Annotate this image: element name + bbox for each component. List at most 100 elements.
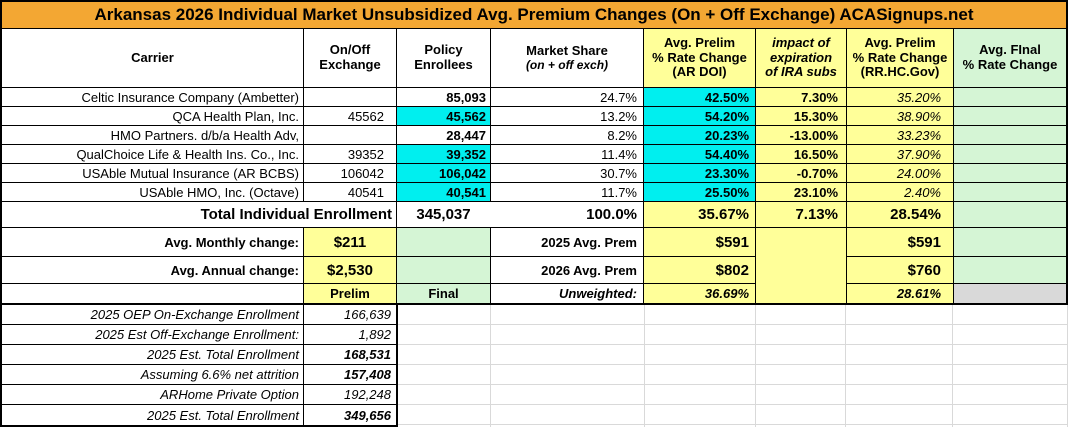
impact-cell[interactable]: -13.00% — [756, 126, 846, 144]
annual-final-blank[interactable] — [397, 257, 490, 283]
onoff-cell[interactable]: 40541 — [304, 183, 396, 201]
footnote-label[interactable]: 2025 OEP On-Exchange Enrollment — [2, 305, 304, 324]
blank-cell[interactable] — [2, 284, 303, 303]
impact-cell[interactable]: 15.30% — [756, 107, 846, 125]
final-cell[interactable] — [954, 126, 1066, 144]
rrhc-cell[interactable]: 2.40% — [847, 183, 953, 201]
carrier-cell[interactable]: USAble Mutual Insurance (AR BCBS) — [2, 164, 303, 182]
enrollees-cell[interactable]: 39,352 — [397, 145, 490, 163]
monthly-final-blank[interactable] — [397, 228, 490, 256]
rrhc-cell[interactable]: 38.90% — [847, 107, 953, 125]
ardoi-cell[interactable]: 54.40% — [644, 145, 755, 163]
footnote-value[interactable]: 166,639 — [344, 307, 391, 322]
footnote-label[interactable]: 2025 Est. Total Enrollment — [2, 405, 304, 425]
total-ardoi[interactable]: 35.67% — [644, 202, 755, 227]
share-cell[interactable]: 30.7% — [491, 164, 643, 182]
footnote-label[interactable]: ARHome Private Option — [2, 385, 304, 404]
final-cell[interactable] — [954, 107, 1066, 125]
header-carrier[interactable]: Carrier — [2, 29, 303, 87]
footnote-label[interactable]: 2025 Est Off-Exchange Enrollment: — [2, 325, 304, 344]
ardoi-cell[interactable]: 20.23% — [644, 126, 755, 144]
final-cell[interactable] — [954, 183, 1066, 201]
share-cell[interactable]: 11.7% — [491, 183, 643, 201]
rrhc-cell[interactable]: 37.90% — [847, 145, 953, 163]
enrollment-footnotes: 2025 OEP On-Exchange Enrollment 166,639 … — [0, 305, 398, 427]
impact-cell[interactable]: -0.70% — [756, 164, 846, 182]
header-policy-enrollees[interactable]: Policy Enrollees — [397, 29, 490, 87]
carrier-cell[interactable]: QCA Health Plan, Inc. — [2, 107, 303, 125]
final-cell[interactable] — [954, 164, 1066, 182]
footnote-value[interactable]: 192,248 — [344, 387, 391, 402]
impact-merged-blank[interactable] — [756, 228, 846, 303]
ardoi-cell[interactable]: 23.30% — [644, 164, 755, 182]
impact-cell[interactable]: 23.10% — [756, 183, 846, 201]
header-final-rate[interactable]: Avg. FInal % Rate Change — [954, 29, 1066, 87]
prem-2026-ardoi[interactable]: $802 — [644, 257, 755, 283]
onoff-cell[interactable] — [304, 126, 396, 144]
unweighted-rrhc[interactable]: 28.61% — [847, 284, 953, 303]
footnote-value[interactable]: 157,408 — [344, 367, 391, 382]
ardoi-cell[interactable]: 42.50% — [644, 88, 755, 106]
header-carrier-label: Carrier — [131, 49, 174, 65]
footnote-value[interactable]: 349,656 — [344, 407, 391, 423]
enrollees-cell[interactable]: 106,042 — [397, 164, 490, 182]
carrier-cell[interactable]: QualChoice Life & Health Ins. Co., Inc. — [2, 145, 303, 163]
annual-change-label[interactable]: Avg. Annual change: — [2, 257, 303, 283]
unweighted-label[interactable]: Unweighted: — [491, 284, 643, 303]
monthly-change-label[interactable]: Avg. Monthly change: — [2, 228, 303, 256]
share-cell[interactable]: 8.2% — [491, 126, 643, 144]
footnote-label[interactable]: Assuming 6.6% net attrition — [2, 365, 304, 384]
total-impact[interactable]: 7.13% — [756, 202, 846, 227]
carrier-cell[interactable]: HMO Partners. d/b/a Health Adv, — [2, 126, 303, 144]
total-final[interactable] — [954, 202, 1066, 227]
onoff-cell[interactable] — [304, 88, 396, 106]
prem-2025-rrhc[interactable]: $591 — [847, 228, 953, 256]
footnote-value[interactable]: 1,892 — [358, 327, 391, 342]
ardoi-cell[interactable]: 25.50% — [644, 183, 755, 201]
header-on-off-exchange[interactable]: On/Off Exchange — [304, 29, 396, 87]
unweighted-final-blank[interactable] — [954, 284, 1066, 303]
share-cell[interactable]: 13.2% — [491, 107, 643, 125]
prem-2025-label[interactable]: 2025 Avg. Prem — [491, 228, 643, 256]
header-prelim-ardoi[interactable]: Avg. Prelim % Rate Change (AR DOI) — [644, 29, 755, 87]
enrollees-cell[interactable]: 85,093 — [397, 88, 490, 106]
enrollees-cell[interactable]: 45,562 — [397, 107, 490, 125]
impact-cell[interactable]: 16.50% — [756, 145, 846, 163]
final-cell[interactable] — [954, 88, 1066, 106]
total-rrhc[interactable]: 28.54% — [847, 202, 953, 227]
carrier-cell[interactable]: Celtic Insurance Company (Ambetter) — [2, 88, 303, 106]
enrollees-cell[interactable]: 40,541 — [397, 183, 490, 201]
prem-2025-final-blank[interactable] — [954, 228, 1066, 256]
carrier-cell[interactable]: USAble HMO, Inc. (Octave) — [2, 183, 303, 201]
monthly-change-value[interactable]: $211 — [304, 228, 396, 256]
onoff-cell[interactable]: 39352 — [304, 145, 396, 163]
prem-2026-label[interactable]: 2026 Avg. Prem — [491, 257, 643, 283]
ardoi-cell[interactable]: 54.20% — [644, 107, 755, 125]
header-market-share[interactable]: Market Share (on + off exch) — [491, 29, 643, 87]
impact-cell[interactable]: 7.30% — [756, 88, 846, 106]
onoff-cell[interactable]: 45562 — [304, 107, 396, 125]
rrhc-cell[interactable]: 24.00% — [847, 164, 953, 182]
footnote-value[interactable]: 168,531 — [344, 347, 391, 362]
prem-2026-final-blank[interactable] — [954, 257, 1066, 283]
header-impact-ira[interactable]: impact of expiration of IRA subs — [756, 29, 846, 87]
header-line: % Rate Change — [962, 57, 1058, 72]
total-enrollment-label[interactable]: Total Individual Enrollment — [2, 202, 396, 227]
share-cell[interactable]: 11.4% — [491, 145, 643, 163]
rrhc-cell[interactable]: 35.20% — [847, 88, 953, 106]
rrhc-cell[interactable]: 33.23% — [847, 126, 953, 144]
final-label[interactable]: Final — [397, 284, 490, 303]
unweighted-ardoi[interactable]: 36.69% — [644, 284, 755, 303]
prelim-label[interactable]: Prelim — [304, 284, 396, 303]
prem-2025-ardoi[interactable]: $591 — [644, 228, 755, 256]
prem-2026-rrhc[interactable]: $760 — [847, 257, 953, 283]
header-prelim-rrhc[interactable]: Avg. Prelim % Rate Change (RR.HC.Gov) — [847, 29, 953, 87]
final-cell[interactable] — [954, 145, 1066, 163]
onoff-cell[interactable]: 106042 — [304, 164, 396, 182]
share-cell[interactable]: 24.7% — [491, 88, 643, 106]
enrollees-cell[interactable]: 28,447 — [397, 126, 490, 144]
table-title[interactable]: Arkansas 2026 Individual Market Unsubsid… — [2, 2, 1066, 28]
annual-change-value[interactable]: $2,530 — [304, 257, 396, 283]
footnote-label[interactable]: 2025 Est. Total Enrollment — [2, 345, 304, 364]
total-enrollment-values[interactable]: 345,037 100.0% — [397, 202, 643, 227]
